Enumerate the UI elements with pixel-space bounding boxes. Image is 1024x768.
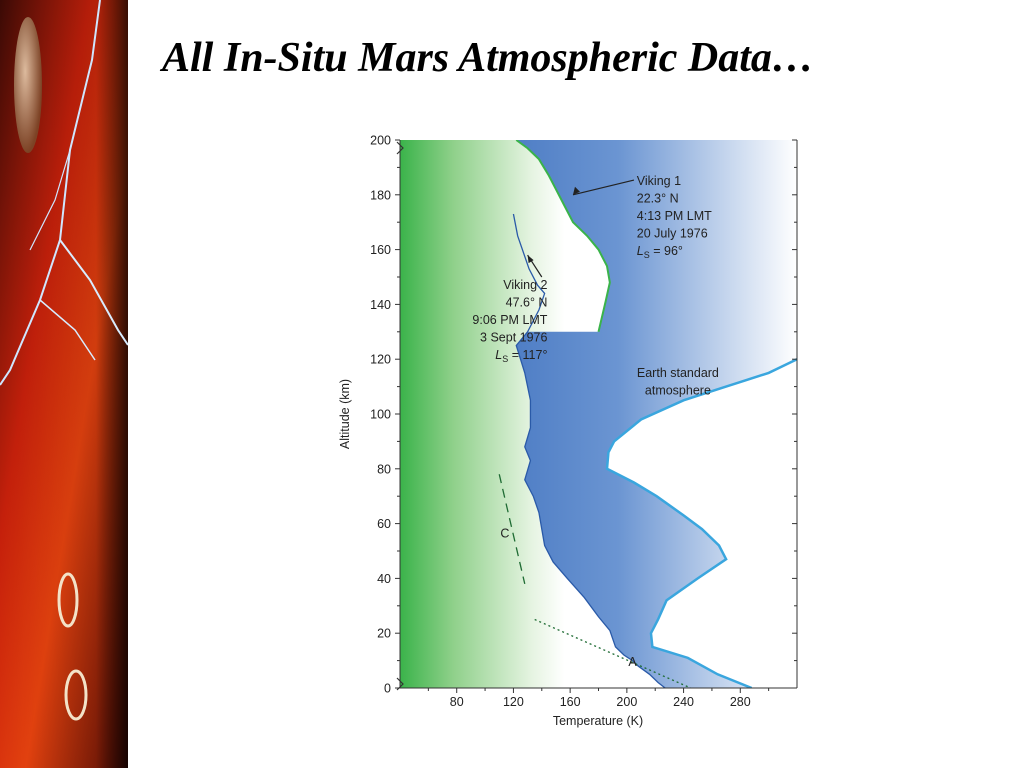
viking1-annotation-line: Viking 1 [637,174,681,188]
viking2-annotation-line: 9:06 PM LMT [472,313,547,327]
viking1-arrow [572,179,635,196]
y-tick-label: 160 [370,243,391,257]
y-axis-title: Altitude (km) [338,379,352,449]
viking1-annotation-line: 20 July 1976 [637,227,708,241]
y-tick-label: 40 [377,572,391,586]
y-tick-label: 80 [377,462,391,476]
reference-line-c [498,474,526,585]
mars-profile-area [400,140,666,688]
y-tick-label: 140 [370,298,391,312]
y-tick-label: 120 [370,353,391,367]
y-tick-label: 100 [370,408,391,422]
viking1-arrowhead [572,186,580,195]
y-tick-label: 60 [377,517,391,531]
y-tick-label: 0 [384,682,391,696]
x-tick-label: 200 [616,695,637,709]
viking1-annotation-line: 22.3° N [637,192,679,206]
y-tick-label: 20 [377,627,391,641]
y-tick-label: 180 [370,188,391,202]
decorative-side-banner [0,0,128,768]
viking2-annotation-line: LS = 117° [495,348,547,364]
viking2-annotation-line: Viking 2 [503,278,547,292]
viking2-annotation-line: 47.6° N [506,296,548,310]
reference-line-a [534,618,691,688]
y-axis-break-bottom [396,677,404,691]
y-axis-break-top [396,141,404,155]
x-tick-label: 280 [730,695,751,709]
viking1-annotation-line: 4:13 PM LMT [637,209,712,223]
x-tick-label: 240 [673,695,694,709]
viking2-arrowhead [527,255,534,264]
x-tick-label: 160 [560,695,581,709]
viking1-profile-line [515,140,611,333]
x-tick-label: 80 [450,695,464,709]
y-tick-label: 200 [370,134,391,148]
x-axis-title: Temperature (K) [553,714,643,728]
side-banner-art [0,0,128,768]
viking2-annotation-line: 3 Sept 1976 [480,331,547,345]
reference-label-a: A [628,655,637,669]
earth-annotation-line: Earth standard [637,366,719,380]
reference-label-c: C [500,526,509,540]
earth-annotation-line: atmosphere [645,383,711,397]
viking2-profile-line [512,213,666,688]
x-tick-label: 120 [503,695,524,709]
viking1-annotation-line: LS = 96° [637,244,683,260]
temperature-altitude-chart: 0 20 40 60 80 100 120 140 160 180 200 80 120 160 200 24… [338,134,798,728]
earth-atmosphere-area [607,359,797,688]
slide-title: All In-Situ Mars Atmospheric Data… [162,35,814,81]
earth-atmosphere-line [605,358,797,688]
